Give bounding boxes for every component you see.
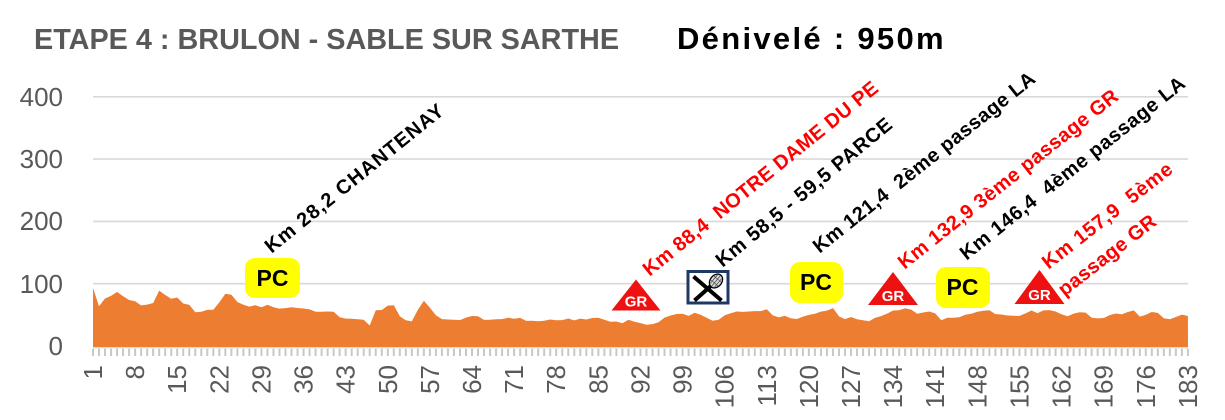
svg-text:GR: GR <box>625 294 648 311</box>
svg-text:141: 141 <box>920 365 950 408</box>
svg-text:57: 57 <box>415 365 445 394</box>
svg-text:162: 162 <box>1047 365 1077 408</box>
svg-text:113: 113 <box>752 365 782 406</box>
svg-text:15: 15 <box>162 365 192 394</box>
svg-text:36: 36 <box>289 365 319 394</box>
svg-text:78: 78 <box>541 365 571 394</box>
svg-text:169: 169 <box>1089 365 1119 408</box>
svg-text:176: 176 <box>1131 365 1161 408</box>
svg-text:8: 8 <box>120 365 150 379</box>
svg-text:155: 155 <box>1005 365 1035 408</box>
svg-text:GR: GR <box>1028 287 1051 304</box>
svg-text:106: 106 <box>710 365 740 408</box>
svg-text:64: 64 <box>457 365 487 394</box>
svg-text:127: 127 <box>836 365 866 408</box>
svg-text:120: 120 <box>794 365 824 408</box>
svg-text:29: 29 <box>246 365 276 394</box>
svg-text:50: 50 <box>373 365 403 394</box>
svg-text:71: 71 <box>499 365 529 394</box>
svg-text:134: 134 <box>878 365 908 408</box>
svg-text:GR: GR <box>882 288 905 305</box>
svg-text:183: 183 <box>1173 365 1203 408</box>
svg-text:85: 85 <box>583 365 613 394</box>
svg-text:43: 43 <box>331 365 361 394</box>
svg-text:22: 22 <box>204 365 234 394</box>
svg-text:1: 1 <box>78 365 108 379</box>
svg-text:99: 99 <box>668 365 698 394</box>
svg-text:92: 92 <box>626 365 656 394</box>
svg-text:148: 148 <box>962 365 992 408</box>
